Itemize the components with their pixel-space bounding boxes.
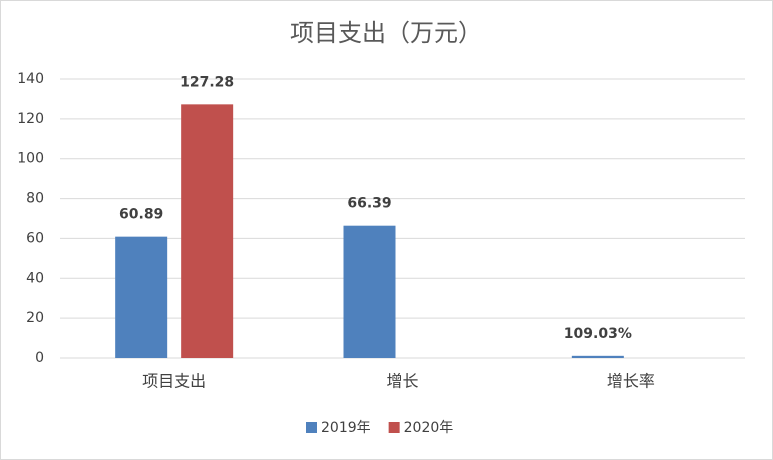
chart-title: 项目支出（万元） bbox=[290, 19, 482, 47]
y-tick-label: 40 bbox=[26, 270, 44, 286]
bar bbox=[181, 104, 234, 358]
y-tick-label: 0 bbox=[35, 350, 44, 366]
x-tick-label: 增长率 bbox=[607, 372, 655, 391]
x-tick-label: 增长 bbox=[386, 372, 418, 391]
y-tick-label: 140 bbox=[17, 71, 44, 87]
value-label: 60.89 bbox=[119, 207, 163, 223]
y-tick-label: 100 bbox=[17, 151, 44, 167]
value-label: 127.28 bbox=[180, 74, 234, 90]
bar bbox=[343, 225, 396, 358]
value-label: 109.03% bbox=[564, 326, 632, 342]
y-tick-label: 120 bbox=[17, 111, 44, 127]
bar bbox=[571, 355, 624, 358]
y-tick-label: 60 bbox=[26, 230, 44, 246]
value-label: 66.39 bbox=[347, 196, 391, 212]
legend-label: 2020年 bbox=[404, 420, 454, 436]
y-tick-label: 80 bbox=[26, 191, 44, 207]
x-tick-label: 项目支出 bbox=[142, 372, 206, 391]
legend-label: 2019年 bbox=[321, 420, 371, 436]
bar bbox=[115, 236, 168, 358]
y-tick-label: 20 bbox=[26, 310, 44, 326]
legend-swatch bbox=[388, 422, 400, 433]
legend-swatch bbox=[306, 422, 317, 433]
